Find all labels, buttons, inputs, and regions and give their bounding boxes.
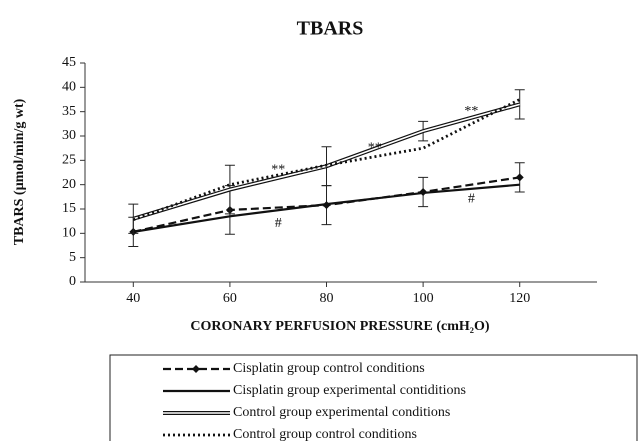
- annotation: #: [468, 191, 475, 206]
- x-axis-title: CORONARY PERFUSION PRESSURE (cmH₂O): [190, 319, 489, 334]
- y-tick-label: 30: [62, 128, 76, 143]
- chart-title: TBARS: [297, 18, 364, 40]
- series-line: [132, 98, 521, 222]
- y-tick-label: 40: [62, 80, 76, 95]
- series-line: [133, 183, 520, 233]
- y-axis-title: TBARS (µmol/min/g wt): [12, 98, 27, 245]
- annotation: **: [368, 140, 382, 155]
- y-tick-label: 0: [69, 274, 76, 289]
- annotation: #: [275, 216, 282, 231]
- x-tick-label: 40: [126, 291, 140, 306]
- x-tick-label: 100: [413, 291, 434, 306]
- legend-label: Control group experimental conditions: [233, 405, 450, 420]
- annotation: **: [271, 162, 285, 177]
- y-tick-label: 35: [62, 104, 76, 119]
- legend-label: Cisplatin group experimental contidition…: [233, 383, 466, 398]
- annotation: **: [464, 104, 478, 119]
- x-tick-label: 120: [509, 291, 530, 306]
- y-tick-label: 15: [62, 201, 76, 216]
- y-tick-label: 5: [69, 250, 76, 265]
- legend-marker: [192, 365, 200, 373]
- x-tick-label: 80: [320, 291, 334, 306]
- y-tick-label: 20: [62, 177, 76, 192]
- legend-label: Control group control conditions: [233, 427, 417, 441]
- y-tick-label: 45: [62, 55, 76, 70]
- y-tick-label: 10: [62, 226, 76, 241]
- x-tick-label: 60: [223, 291, 237, 306]
- marker: [515, 173, 524, 182]
- legend-label: Cisplatin group control conditions: [233, 361, 425, 376]
- legend-box: [109, 354, 638, 441]
- y-tick-label: 25: [62, 153, 76, 168]
